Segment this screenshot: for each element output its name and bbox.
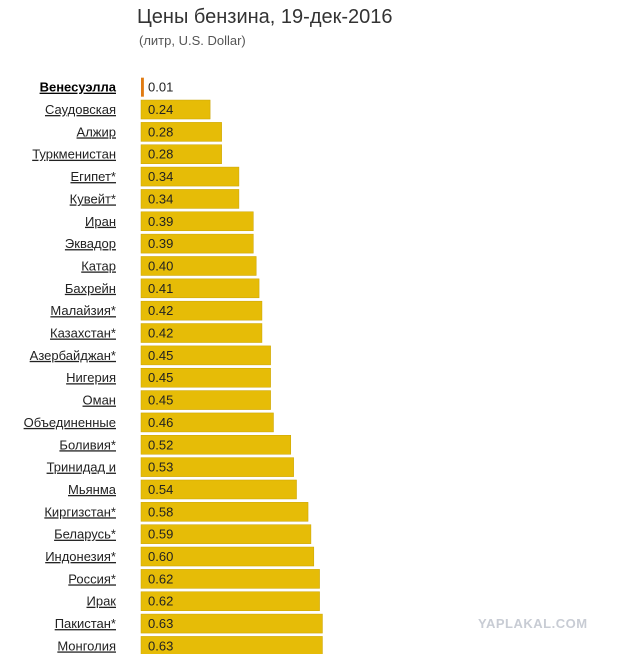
bar	[140, 457, 294, 477]
country-label[interactable]: Венесуэлла	[40, 80, 117, 95]
value-label: 0.34	[148, 169, 173, 184]
value-label: 0.45	[148, 348, 173, 363]
bar	[140, 256, 257, 276]
watermark: YAPLAKAL.COM	[478, 616, 588, 631]
country-label[interactable]: Бахрейн	[65, 281, 116, 296]
value-label: 0.62	[148, 571, 173, 586]
bar	[140, 524, 312, 544]
value-label: 0.41	[148, 281, 173, 296]
value-label: 0.46	[148, 415, 173, 430]
bar	[140, 412, 274, 433]
value-label: 0.62	[148, 594, 173, 609]
value-label: 0.28	[148, 124, 173, 139]
value-label: 0.28	[148, 147, 173, 162]
bar	[140, 189, 240, 209]
bar	[140, 166, 240, 187]
country-label[interactable]: Индонезия*	[45, 549, 116, 564]
country-label[interactable]: Оман	[83, 393, 116, 408]
value-label: 0.39	[148, 236, 173, 251]
bar	[140, 390, 271, 410]
bar	[140, 99, 211, 120]
bar	[140, 144, 222, 164]
country-label[interactable]: Саудовская	[45, 102, 116, 117]
country-label[interactable]: Кувейт*	[70, 191, 116, 206]
country-label[interactable]: Туркменистан	[32, 147, 116, 162]
value-label: 0.59	[148, 527, 173, 542]
value-label: 0.60	[148, 549, 173, 564]
value-label: 0.63	[148, 616, 173, 631]
bar	[140, 278, 260, 299]
bar	[140, 211, 254, 232]
bar	[140, 435, 292, 455]
value-label: 0.52	[148, 437, 173, 452]
country-label[interactable]: Египет*	[70, 169, 116, 184]
country-label[interactable]: Боливия*	[59, 437, 116, 452]
value-label: 0.58	[148, 504, 173, 519]
bar	[140, 613, 323, 634]
value-label: 0.42	[148, 303, 173, 318]
country-label[interactable]: Эквадор	[65, 236, 116, 251]
country-label[interactable]: Беларусь*	[54, 527, 116, 542]
country-label[interactable]: Катар	[81, 258, 116, 273]
country-label[interactable]: Ирак	[87, 594, 117, 609]
country-label[interactable]: Казахстан*	[50, 326, 116, 341]
country-label[interactable]: Монголия	[57, 638, 116, 653]
value-label: 0.42	[148, 326, 173, 341]
bar	[140, 591, 320, 611]
country-label[interactable]: Азербайджан*	[30, 348, 116, 363]
bar	[140, 502, 309, 522]
country-label[interactable]: Тринидад и	[47, 460, 116, 475]
country-label[interactable]: Объединенные	[24, 415, 116, 430]
bar	[140, 300, 263, 321]
value-label: 0.53	[148, 460, 173, 475]
value-label: 0.45	[148, 393, 173, 408]
value-label: 0.24	[148, 102, 173, 117]
country-label[interactable]: Пакистан*	[55, 616, 116, 631]
bar	[140, 636, 323, 654]
country-label[interactable]: Иран	[85, 214, 116, 229]
bar	[140, 345, 271, 366]
bar	[140, 569, 320, 589]
chart-subtitle: (литр, U.S. Dollar)	[139, 33, 246, 48]
value-label: 0.63	[148, 638, 173, 653]
bar	[140, 323, 263, 343]
value-label: 0.45	[148, 370, 173, 385]
bar	[140, 479, 297, 500]
value-label: 0.40	[148, 258, 173, 273]
value-label: 0.39	[148, 214, 173, 229]
country-label[interactable]: Мьянма	[68, 482, 117, 497]
country-label[interactable]: Малайзия*	[50, 303, 116, 318]
country-label[interactable]: Нигерия	[66, 370, 116, 385]
bar	[140, 546, 315, 567]
value-label: 0.54	[148, 482, 173, 497]
chart-title: Цены бензина, 19-дек-2016	[137, 6, 393, 28]
value-label: 0.01	[148, 80, 173, 95]
bar	[140, 367, 271, 388]
bar	[141, 77, 144, 97]
country-label[interactable]: Киргизстан*	[44, 504, 116, 519]
bar	[140, 122, 222, 142]
country-label[interactable]: Россия*	[68, 571, 116, 586]
bar	[140, 233, 254, 254]
value-label: 0.34	[148, 191, 173, 206]
country-label[interactable]: Алжир	[77, 124, 116, 139]
